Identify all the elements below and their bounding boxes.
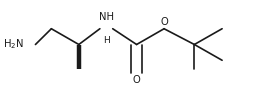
Text: NH: NH bbox=[99, 12, 114, 22]
Text: O: O bbox=[160, 17, 168, 27]
Text: O: O bbox=[133, 75, 140, 85]
Text: H$_2$N: H$_2$N bbox=[3, 38, 24, 51]
Text: H: H bbox=[103, 36, 110, 45]
